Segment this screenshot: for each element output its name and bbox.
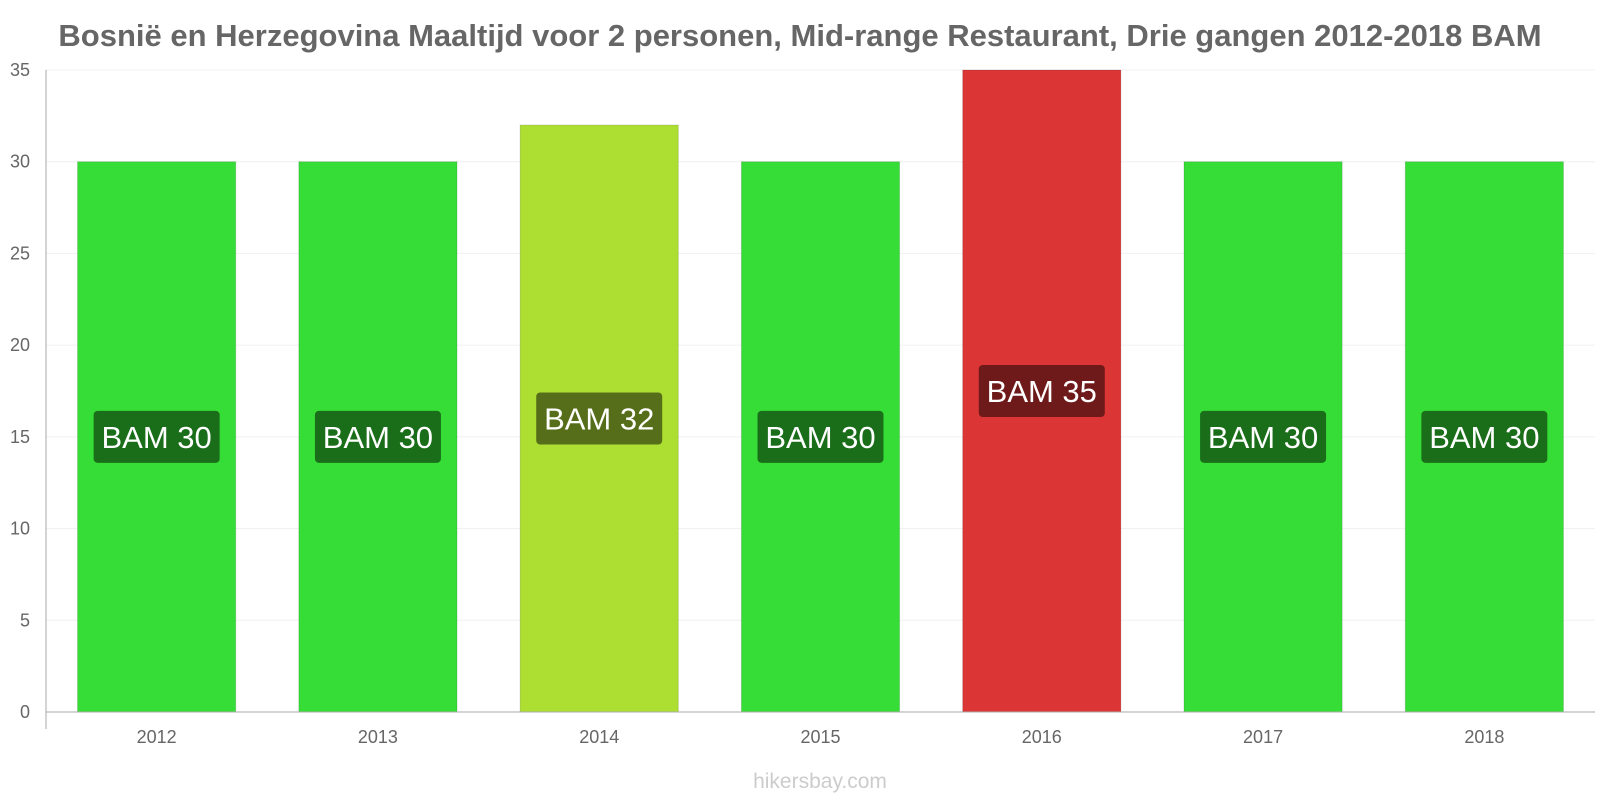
data-label: BAM 32 xyxy=(544,402,654,437)
y-tick-label: 0 xyxy=(20,702,30,722)
data-label-box xyxy=(536,392,663,445)
data-label-box xyxy=(314,410,441,463)
x-tick-label: 2016 xyxy=(1022,727,1062,747)
x-tick-label: 2018 xyxy=(1464,727,1504,747)
x-tick-label: 2013 xyxy=(358,727,398,747)
data-label-box xyxy=(757,410,884,463)
chart-title: Bosnië en Herzegovina Maaltijd voor 2 pe… xyxy=(58,18,1541,53)
data-label: BAM 35 xyxy=(987,374,1097,409)
y-tick-label: 10 xyxy=(10,519,30,539)
data-label: BAM 30 xyxy=(765,420,875,455)
y-axis-ticks: 0 5 10 15 20 25 30 35 xyxy=(10,60,30,722)
x-tick-label: 2015 xyxy=(800,727,840,747)
bars xyxy=(77,69,1564,713)
x-axis-ticks: 2012 2013 2014 2015 2016 2017 2018 xyxy=(137,727,1505,747)
y-tick-label: 20 xyxy=(10,335,30,355)
data-label-box xyxy=(1200,410,1327,463)
data-label: BAM 30 xyxy=(1429,420,1539,455)
x-tick-label: 2017 xyxy=(1243,727,1283,747)
y-tick-label: 30 xyxy=(10,152,30,172)
y-tick-label: 15 xyxy=(10,427,30,447)
data-label-box xyxy=(1421,410,1548,463)
x-tick-label: 2014 xyxy=(579,727,619,747)
data-label: BAM 30 xyxy=(102,420,212,455)
data-label: BAM 30 xyxy=(323,420,433,455)
data-label-box xyxy=(93,410,220,463)
data-labels: BAM 30 BAM 30 BAM 32 BAM 30 BAM 35 BAM 30 BAM … xyxy=(93,365,1548,463)
data-label-box xyxy=(978,365,1105,417)
credit-text: hikersbay.com xyxy=(753,770,887,793)
data-label: BAM 30 xyxy=(1208,420,1318,455)
y-tick-label: 35 xyxy=(10,60,30,80)
y-tick-label: 5 xyxy=(20,610,30,630)
x-tick-label: 2012 xyxy=(137,727,177,747)
y-tick-label: 25 xyxy=(10,243,30,263)
